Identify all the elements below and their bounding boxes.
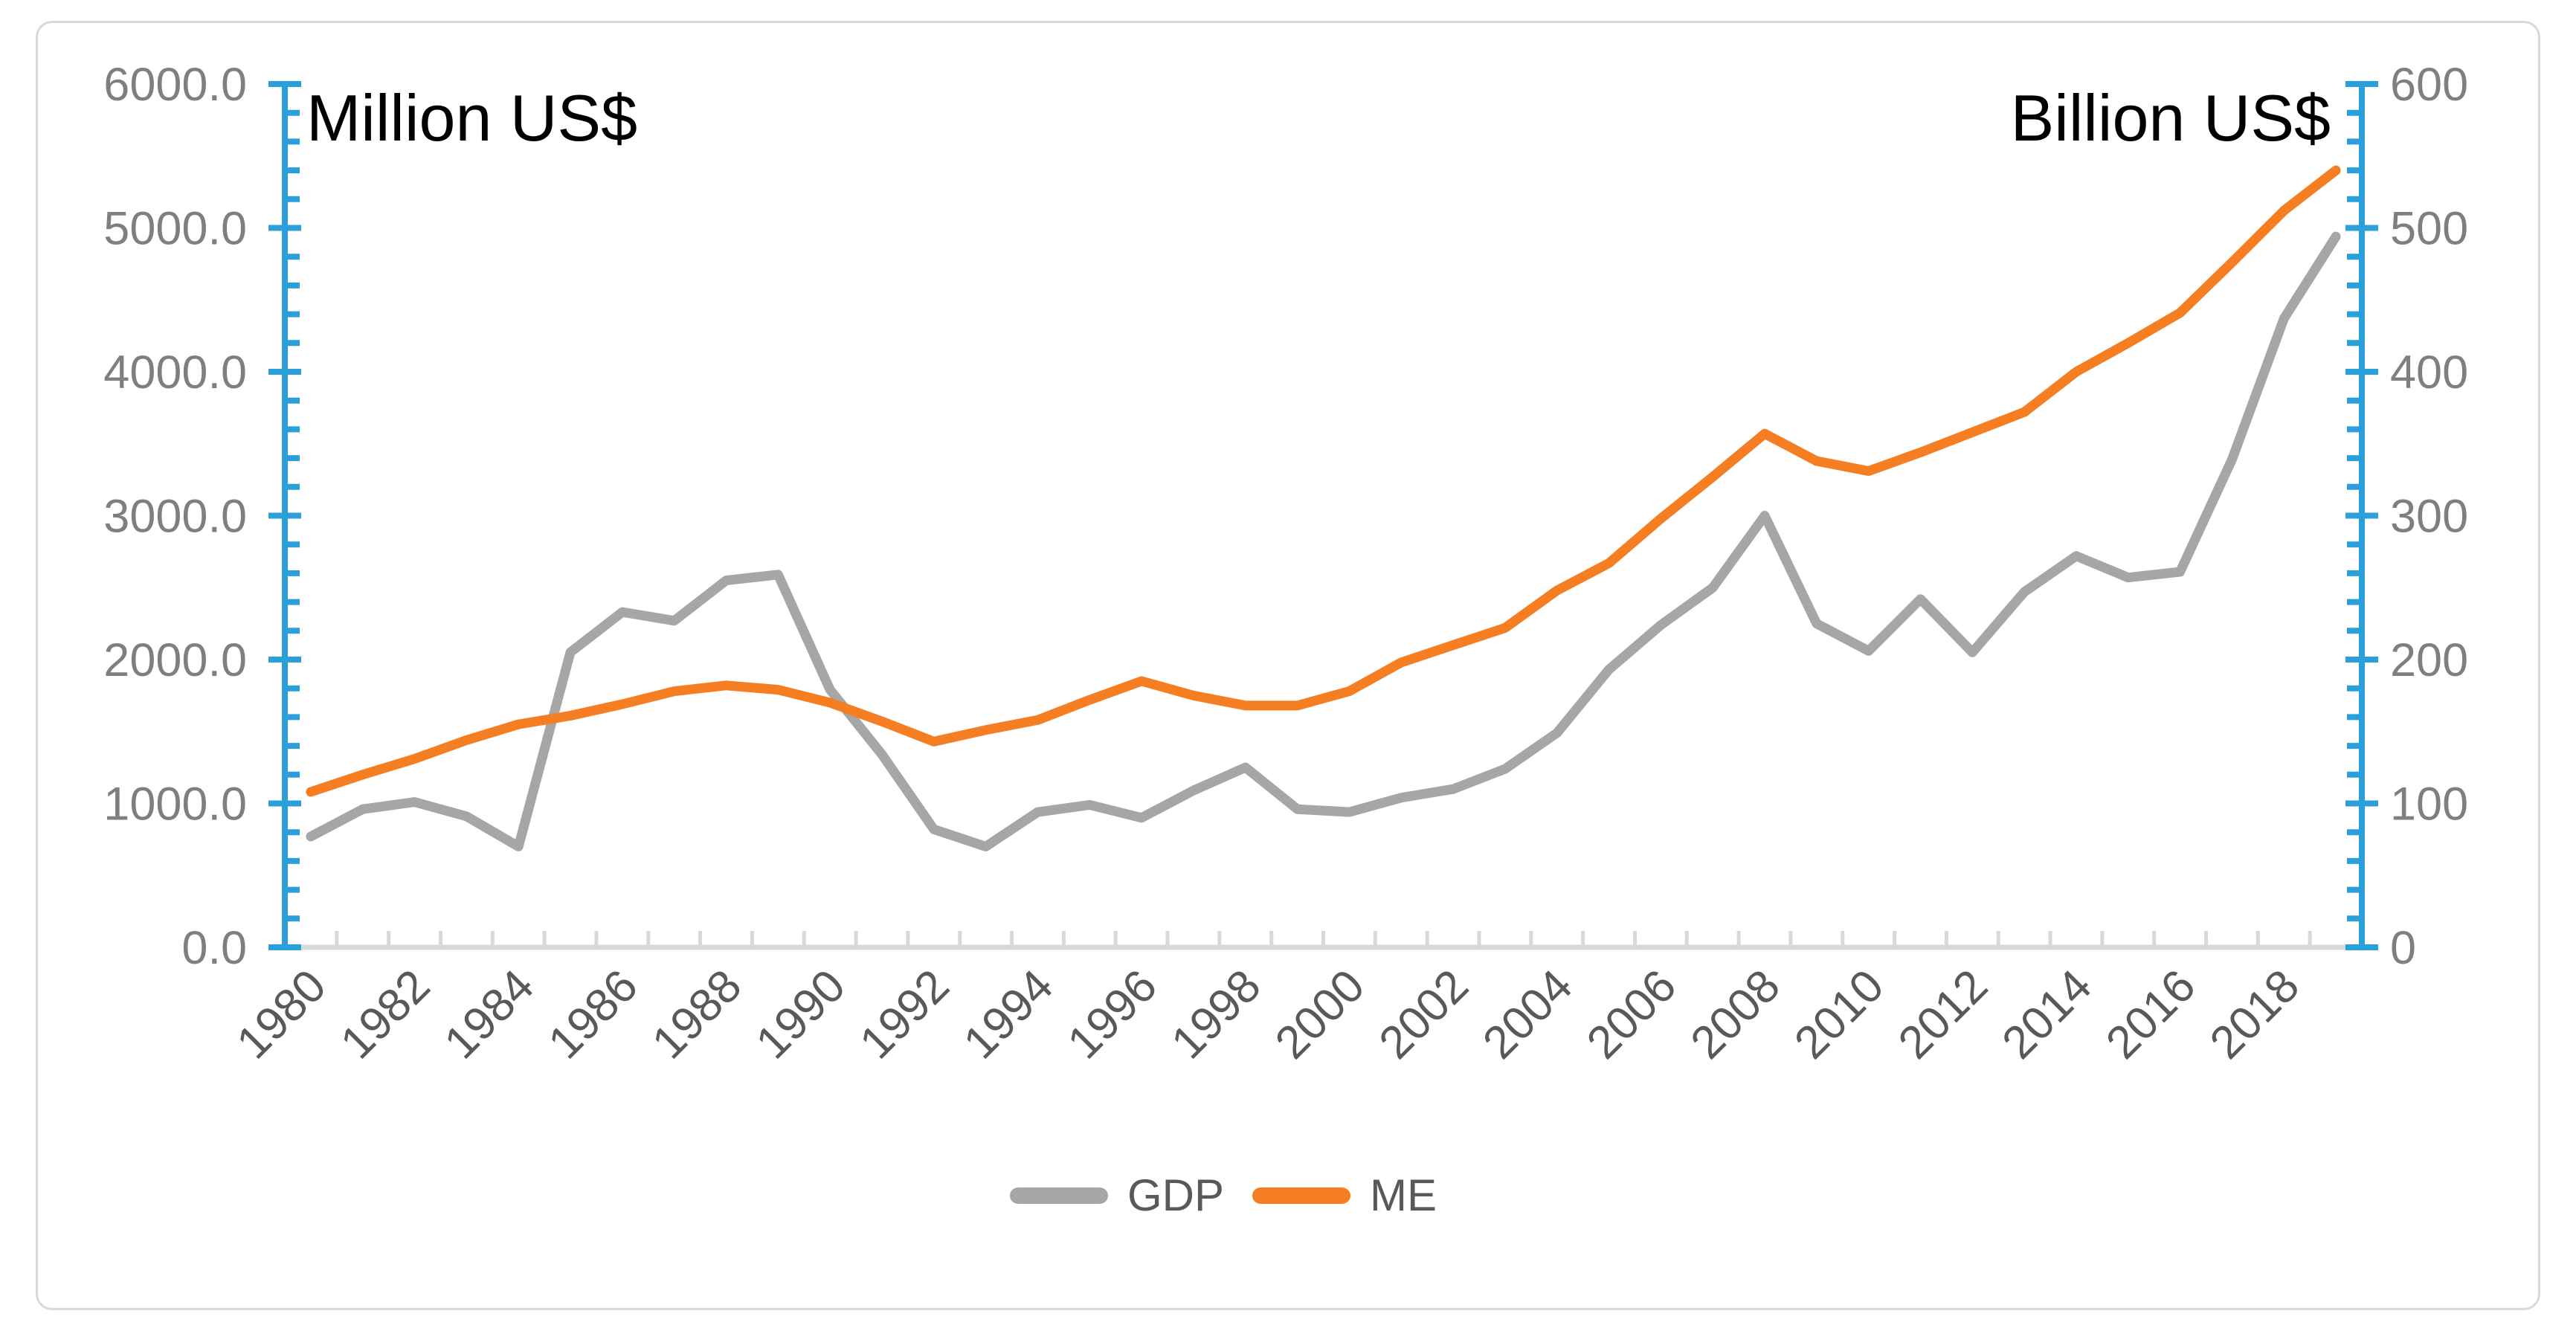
left-axis-tick-label: 5000.0	[103, 203, 247, 255]
x-axis-label: 2014	[1993, 960, 2102, 1069]
x-axis-label: 2008	[1681, 960, 1790, 1069]
left-axis-tick-label: 1000.0	[103, 779, 247, 831]
x-axis-label: 1980	[227, 960, 335, 1069]
chart-frame	[36, 21, 2540, 1310]
x-axis-label: 2012	[1889, 960, 1997, 1069]
me-line	[306, 165, 2341, 797]
left-axis-tick-label: 2000.0	[103, 634, 247, 686]
x-axis-label: 1996	[1058, 960, 1167, 1069]
right-axis-tick-label: 400	[2390, 347, 2468, 399]
x-axis-label: 2018	[2200, 960, 2309, 1069]
x-axis-label: 1994	[954, 960, 1063, 1069]
right-axis-title: Billion US$	[2010, 81, 2331, 155]
x-axis-label: 1990	[747, 960, 855, 1069]
x-axis-label: 1998	[1162, 960, 1270, 1069]
x-axis-label: 2010	[1785, 960, 1893, 1069]
legend-label-gdp: GDP	[1127, 1170, 1225, 1220]
left-axis-title: Million US$	[306, 81, 638, 155]
x-axis-label: 2004	[1473, 960, 1582, 1069]
x-axis-label: 1986	[538, 960, 647, 1069]
me-line-swatch-icon	[1252, 1187, 1351, 1204]
legend-item-me: ME	[1252, 1173, 1437, 1218]
x-axis-label: 2000	[1266, 960, 1374, 1069]
left-axis-tick-label: 3000.0	[103, 491, 247, 543]
x-axis-label: 2002	[1370, 960, 1478, 1069]
x-axis-label: 2006	[1577, 960, 1686, 1069]
x-axis-label: 2016	[2096, 960, 2205, 1069]
x-axis-label: 1992	[850, 960, 959, 1069]
legend-label-me: ME	[1370, 1170, 1437, 1220]
left-axis-tick-label: 4000.0	[103, 347, 247, 399]
right-axis-tick-label: 200	[2390, 634, 2468, 686]
left-axis-tick-label: 0.0	[181, 922, 247, 974]
x-axis-label: 1984	[435, 960, 544, 1069]
right-axis-tick-label: 500	[2390, 203, 2468, 255]
x-axis-label: 1982	[331, 960, 439, 1069]
right-axis-tick-label: 0	[2390, 922, 2416, 974]
gdp-line-swatch-icon	[1009, 1187, 1108, 1204]
right-axis-tick-label: 300	[2390, 491, 2468, 543]
right-axis-tick-label: 600	[2390, 59, 2468, 111]
legend-item-gdp: GDP	[1009, 1170, 1225, 1220]
gdp-line	[306, 231, 2341, 851]
right-axis-tick-label: 100	[2390, 779, 2468, 831]
left-axis-tick-label: 6000.0	[103, 59, 247, 111]
x-axis-label: 1988	[643, 960, 751, 1069]
legend: GDP ME	[1009, 1170, 1437, 1220]
